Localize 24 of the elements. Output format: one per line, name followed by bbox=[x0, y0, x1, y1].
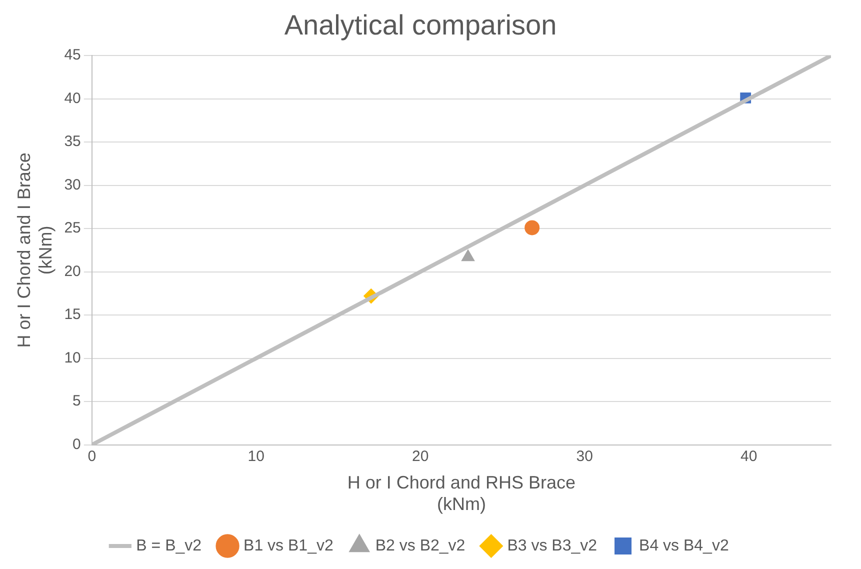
x-tick-label: 30 bbox=[576, 448, 593, 465]
y-tick-label: 30 bbox=[64, 176, 81, 194]
y-axis-title: H or I Chord and I Brace (kNm) bbox=[14, 152, 56, 348]
x-axis-title: H or I Chord and RHS Brace (kNm) bbox=[347, 472, 576, 514]
legend-label: B3 vs B3_v2 bbox=[507, 537, 598, 554]
x-tick-label: 40 bbox=[740, 448, 758, 465]
x-tick-label: 20 bbox=[412, 448, 429, 465]
y-tick-label: 10 bbox=[64, 349, 81, 366]
chart-title: Analytical comparison bbox=[284, 10, 557, 41]
legend-label: B1 vs B1_v2 bbox=[244, 537, 334, 554]
y-tick-label: 5 bbox=[72, 392, 81, 410]
x-tick-label: 10 bbox=[248, 448, 264, 465]
y-tick-label: 15 bbox=[64, 306, 81, 324]
y-tick-label: 35 bbox=[64, 133, 81, 150]
y-tick-label: 40 bbox=[64, 90, 81, 107]
legend-label: B4 vs B4_v2 bbox=[639, 537, 729, 554]
y-tick-label: 25 bbox=[64, 220, 81, 237]
legend-label: B = B_v2 bbox=[136, 537, 202, 554]
x-tick-label: 0 bbox=[88, 448, 96, 465]
y-tick-label: 45 bbox=[64, 46, 81, 64]
y-tick-label: 20 bbox=[64, 262, 81, 280]
legend-label: B2 vs B2_v2 bbox=[375, 537, 466, 554]
point bbox=[524, 220, 540, 236]
y-tick-label: 0 bbox=[72, 436, 81, 453]
